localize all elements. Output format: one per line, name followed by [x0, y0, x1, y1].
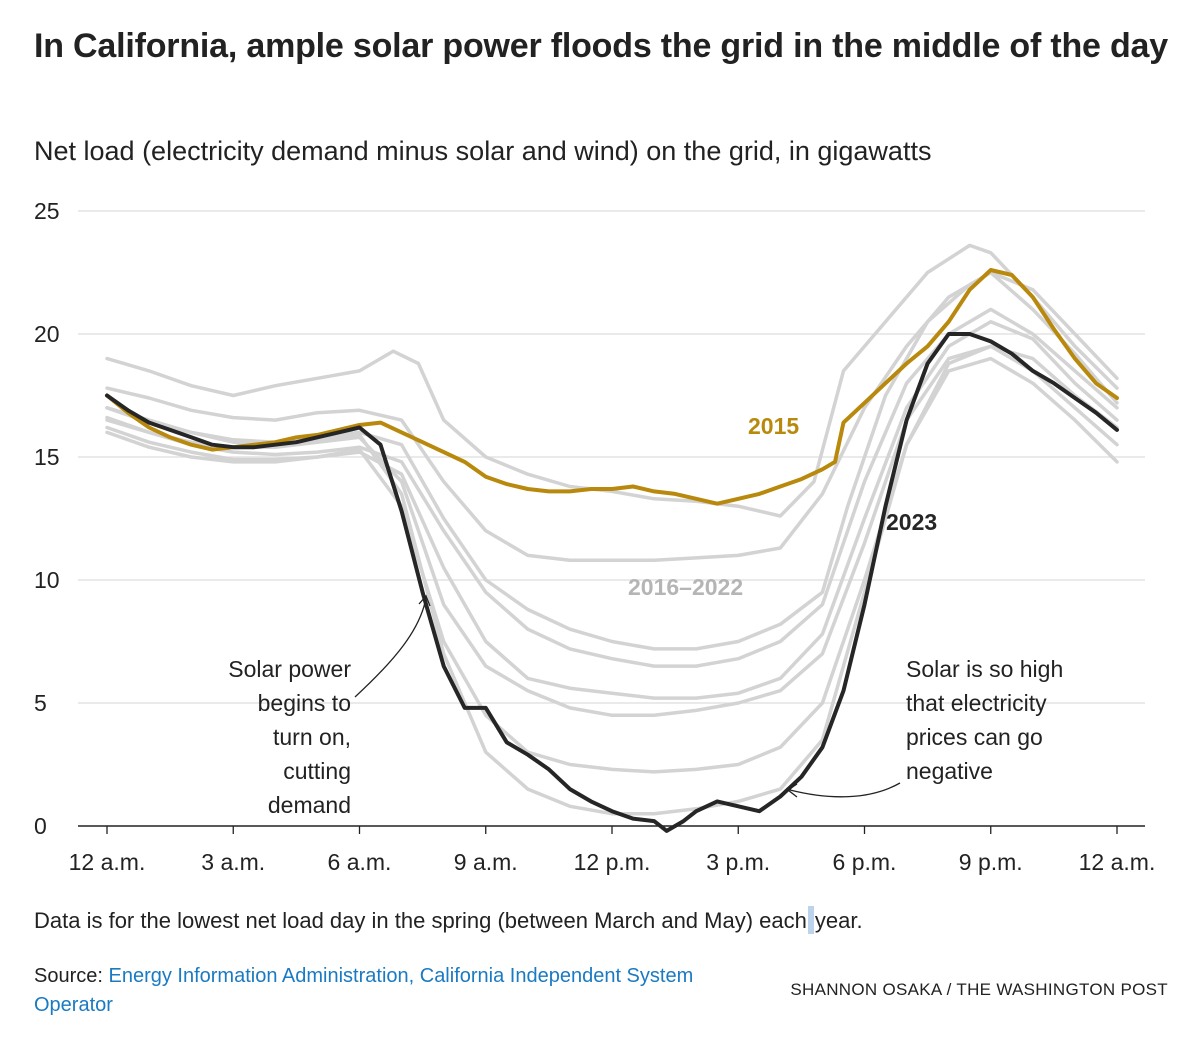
x-tick-label: 3 a.m. — [201, 849, 265, 875]
x-tick-label: 3 p.m. — [706, 849, 770, 875]
y-axis-ticks: 0 5 10 15 20 25 — [34, 198, 60, 839]
data-note-text-end: year. — [814, 908, 863, 933]
series-line-2023 — [105, 332, 1119, 833]
chart-subtitle: Net load (electricity demand minus solar… — [34, 136, 932, 166]
callout-negative-line-2: that electricity — [906, 690, 1047, 716]
x-axis-ticks: 12 a.m. 3 a.m. 6 a.m. 9 a.m. 12 p.m. 3 p.m. 6 … — [69, 826, 1156, 875]
callouts — [354, 594, 901, 798]
callout-arrow-negative — [789, 782, 901, 798]
callout-solar-on-line-1: Solar power — [228, 656, 351, 682]
data-note: Data is for the lowest net load day in t… — [34, 906, 863, 934]
y-tick-label: 0 — [34, 813, 47, 839]
series-line-gray-7 — [105, 356, 1119, 774]
background-series-2016-2022 — [105, 243, 1119, 816]
y-tick-label: 25 — [34, 198, 60, 224]
callout-arrowhead-negative — [786, 783, 798, 798]
series-line-gray-1 — [105, 243, 1119, 518]
callout-negative-line-1: Solar is so high — [906, 656, 1063, 682]
x-tick-label: 12 a.m. — [69, 849, 146, 875]
credit-line: SHANNON OSAKA / THE WASHINGTON POST — [790, 980, 1168, 999]
callout-negative-line-3: prices can go — [906, 724, 1043, 750]
text-cursor — [807, 906, 814, 934]
callout-arrowhead-solar-on — [418, 594, 431, 607]
y-tick-label: 20 — [34, 321, 60, 347]
source-link[interactable]: Energy Information Administration, Calif… — [34, 965, 694, 1016]
chart-title: In California, ample solar power floods … — [34, 27, 1168, 65]
x-tick-label: 12 a.m. — [1079, 849, 1156, 875]
series-line-2015 — [105, 268, 1119, 506]
y-tick-label: 5 — [34, 690, 47, 716]
series-line-gray-5 — [105, 319, 1119, 700]
x-tick-label: 9 a.m. — [454, 849, 518, 875]
callout-negative-line-4: negative — [906, 758, 993, 784]
x-tick-label: 6 a.m. — [328, 849, 392, 875]
series-labels: 2015 2023 2016–2022 — [628, 413, 937, 600]
label-2015: 2015 — [748, 413, 799, 439]
series-line-gray-6 — [105, 344, 1119, 718]
callout-arrow-solar-on — [354, 597, 427, 698]
data-note-text: Data is for the lowest net load day in t… — [34, 908, 807, 933]
gridlines — [78, 210, 1145, 827]
net-load-line-chart: 0 5 10 15 20 25 12 a.m. 3 a.m. 6 a.m. 9 a.m. 12 p… — [34, 198, 1156, 875]
y-tick-label: 10 — [34, 567, 60, 593]
highlight-series — [105, 268, 1119, 833]
callout-solar-on-line-4: cutting — [283, 758, 351, 784]
label-2023: 2023 — [886, 509, 937, 535]
series-line-gray-2 — [105, 270, 1119, 563]
x-tick-label: 9 p.m. — [959, 849, 1023, 875]
x-tick-label: 6 p.m. — [833, 849, 897, 875]
callout-solar-on-line-5: demand — [268, 792, 351, 818]
x-tick-label: 12 p.m. — [574, 849, 651, 875]
callout-solar-on: Solar power begins to turn on, cutting d… — [228, 656, 351, 818]
source-line: Source: Energy Information Administratio… — [34, 962, 754, 1020]
callout-solar-on-line-3: turn on, — [273, 724, 351, 750]
label-2016-2022: 2016–2022 — [628, 574, 743, 600]
callout-negative-prices: Solar is so high that electricity prices… — [906, 656, 1063, 784]
y-tick-label: 15 — [34, 444, 60, 470]
source-label: Source: — [34, 965, 109, 987]
callout-solar-on-line-2: begins to — [258, 690, 351, 716]
